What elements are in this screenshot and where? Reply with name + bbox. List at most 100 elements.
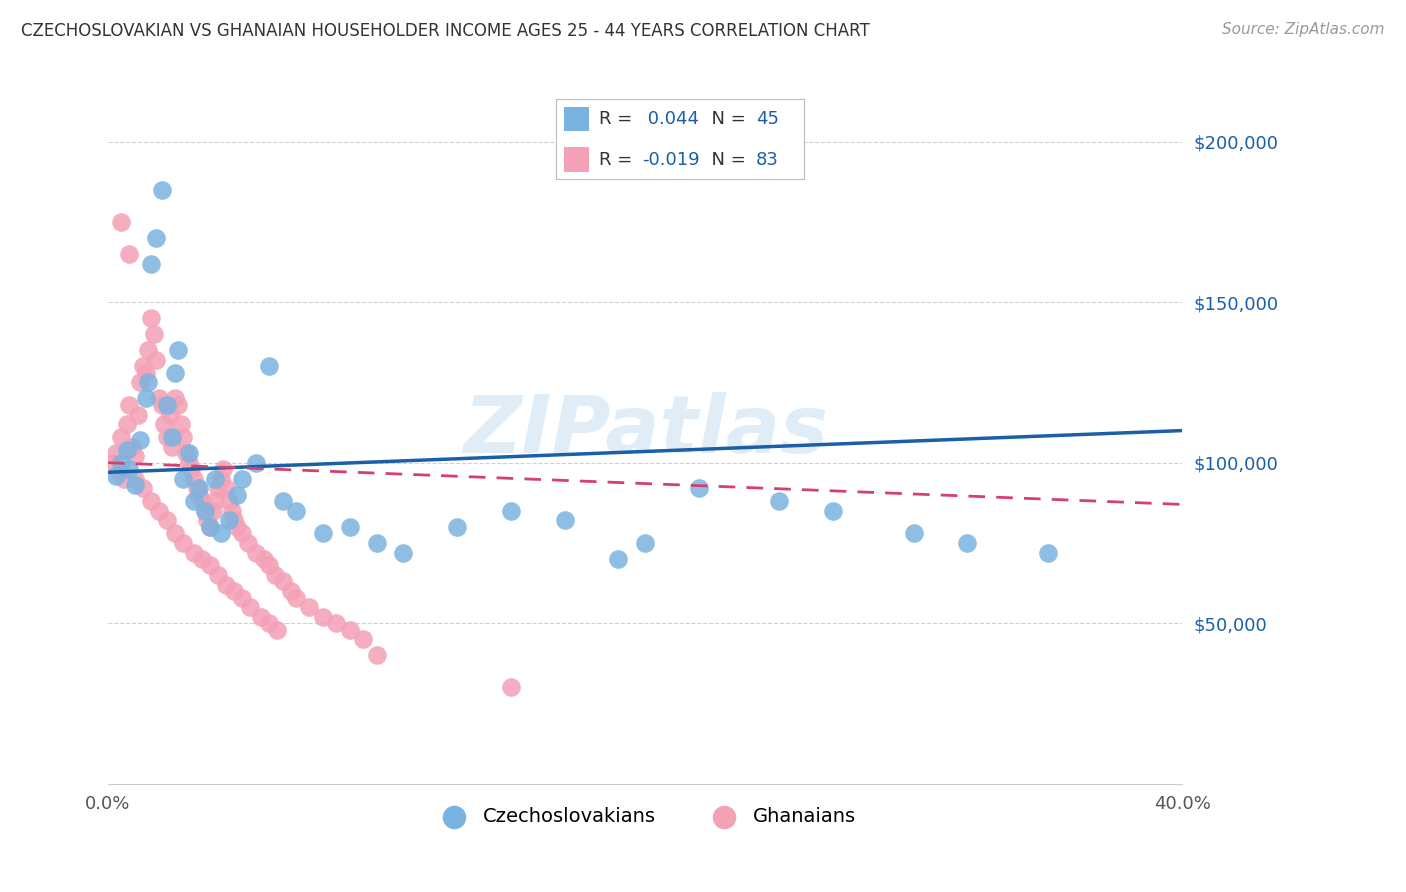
- Point: [312, 609, 335, 624]
- Point: [218, 494, 240, 508]
- Point: [142, 327, 165, 342]
- Point: [132, 482, 155, 496]
- Point: [165, 366, 187, 380]
- Point: [148, 504, 170, 518]
- Point: [191, 494, 214, 508]
- Point: [188, 482, 211, 496]
- Point: [107, 466, 129, 480]
- Point: [207, 482, 229, 496]
- Point: [607, 552, 630, 566]
- Point: [139, 311, 162, 326]
- Point: [339, 623, 361, 637]
- Point: [183, 494, 205, 508]
- Point: [231, 591, 253, 605]
- Point: [499, 504, 522, 518]
- Point: [183, 545, 205, 559]
- Point: [139, 257, 162, 271]
- Point: [207, 568, 229, 582]
- Point: [688, 482, 710, 496]
- Point: [139, 494, 162, 508]
- Point: [236, 536, 259, 550]
- Point: [105, 468, 128, 483]
- Point: [352, 632, 374, 647]
- Point: [110, 430, 132, 444]
- Point: [145, 353, 167, 368]
- Point: [165, 392, 187, 406]
- Point: [215, 482, 238, 496]
- Point: [165, 526, 187, 541]
- Point: [156, 398, 179, 412]
- Point: [224, 584, 246, 599]
- Point: [110, 215, 132, 229]
- Point: [280, 584, 302, 599]
- Point: [225, 488, 247, 502]
- Text: Source: ZipAtlas.com: Source: ZipAtlas.com: [1222, 22, 1385, 37]
- Point: [162, 440, 184, 454]
- Point: [103, 456, 125, 470]
- Point: [156, 514, 179, 528]
- Point: [204, 494, 226, 508]
- Point: [198, 520, 221, 534]
- Point: [285, 591, 308, 605]
- Point: [285, 504, 308, 518]
- Point: [105, 446, 128, 460]
- Point: [198, 558, 221, 573]
- Point: [135, 366, 157, 380]
- Point: [150, 183, 173, 197]
- Legend: Czechoslovakians, Ghanaians: Czechoslovakians, Ghanaians: [426, 799, 863, 834]
- Point: [166, 398, 188, 412]
- Point: [118, 462, 141, 476]
- Point: [257, 558, 280, 573]
- Point: [174, 446, 197, 460]
- Point: [132, 359, 155, 374]
- Point: [903, 526, 925, 541]
- Point: [257, 359, 280, 374]
- Point: [198, 520, 221, 534]
- Point: [177, 456, 200, 470]
- Text: CZECHOSLOVAKIAN VS GHANAIAN HOUSEHOLDER INCOME AGES 25 - 44 YEARS CORRELATION CH: CZECHOSLOVAKIAN VS GHANAIAN HOUSEHOLDER …: [21, 22, 870, 40]
- Point: [366, 648, 388, 663]
- Point: [209, 472, 232, 486]
- Point: [257, 616, 280, 631]
- Point: [153, 417, 176, 432]
- Point: [245, 456, 267, 470]
- Point: [1036, 545, 1059, 559]
- Point: [110, 456, 132, 470]
- Point: [148, 392, 170, 406]
- Point: [339, 520, 361, 534]
- Point: [956, 536, 979, 550]
- Point: [298, 600, 321, 615]
- Point: [112, 472, 135, 486]
- Point: [823, 504, 845, 518]
- Point: [209, 526, 232, 541]
- Point: [215, 577, 238, 591]
- Point: [172, 536, 194, 550]
- Point: [250, 609, 273, 624]
- Point: [221, 504, 243, 518]
- Point: [124, 472, 146, 486]
- Point: [225, 520, 247, 534]
- Point: [224, 514, 246, 528]
- Point: [191, 552, 214, 566]
- Point: [768, 494, 790, 508]
- Point: [188, 488, 211, 502]
- Point: [135, 392, 157, 406]
- Point: [129, 376, 152, 390]
- Point: [218, 514, 240, 528]
- Point: [201, 504, 224, 518]
- Point: [195, 514, 218, 528]
- Point: [266, 623, 288, 637]
- Point: [325, 616, 347, 631]
- Point: [127, 408, 149, 422]
- Point: [204, 472, 226, 486]
- Point: [554, 514, 576, 528]
- Point: [162, 430, 184, 444]
- Point: [634, 536, 657, 550]
- Point: [166, 343, 188, 358]
- Point: [253, 552, 276, 566]
- Point: [366, 536, 388, 550]
- Point: [212, 462, 235, 476]
- Point: [156, 430, 179, 444]
- Point: [172, 472, 194, 486]
- Text: ZIPatlas: ZIPatlas: [463, 392, 828, 469]
